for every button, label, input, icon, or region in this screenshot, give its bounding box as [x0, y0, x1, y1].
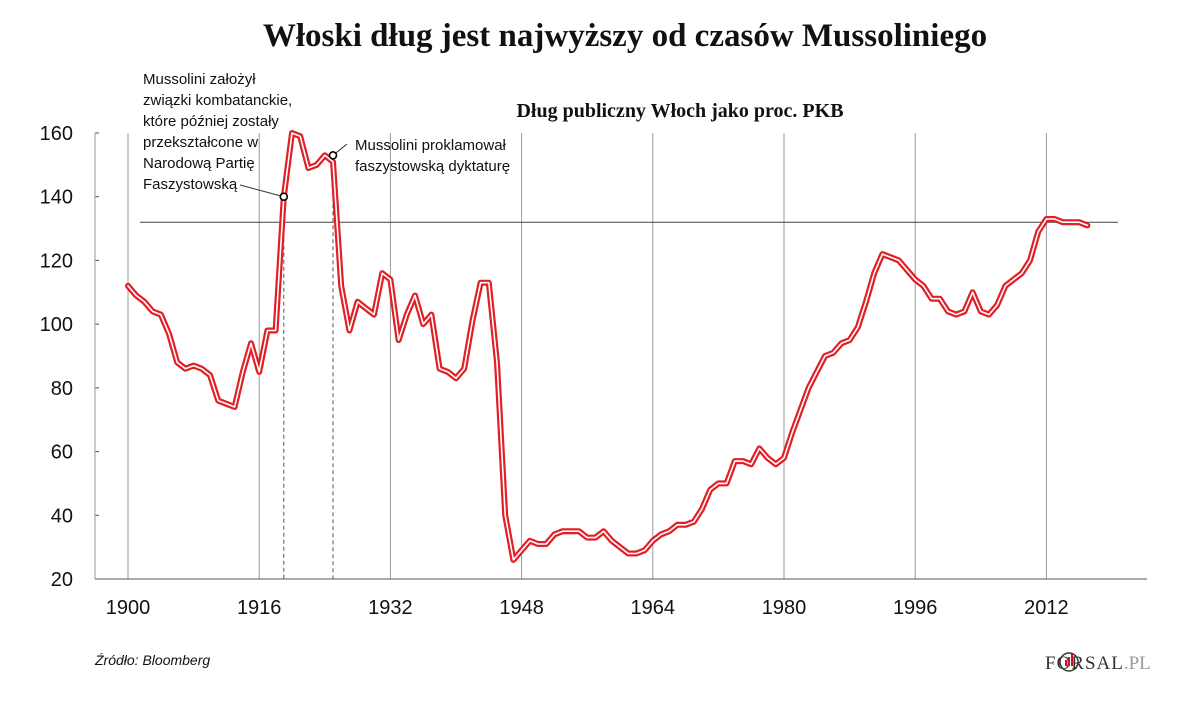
annotation-marker: [279, 192, 289, 202]
x-tick-label: 1964: [631, 597, 676, 619]
source-note: Źródło: Bloomberg: [94, 652, 210, 668]
x-tick-label: 1916: [237, 597, 282, 619]
chart-subtitle: Dług publiczny Włoch jako proc. PKB: [516, 100, 843, 122]
series-group: [125, 130, 1091, 563]
y-tick-label: 20: [51, 569, 73, 591]
annotation-text-line: przekształcone w: [143, 134, 258, 151]
y-tick-label: 160: [40, 123, 73, 145]
annotation-marker: [328, 151, 338, 160]
logo-main: FORSAL: [1045, 653, 1124, 674]
x-tick-label: 1900: [106, 597, 151, 619]
annotation-text-line: związki kombatanckie,: [143, 92, 292, 109]
annotation-text-line: które później zostały: [143, 113, 279, 130]
annotation-text-line: Narodową Partię: [143, 155, 255, 172]
logo-text: FORSAL.PL: [1045, 653, 1151, 674]
axes: 1900 1916 1932 1948 1964 1980 1996 2012 20 40 60 80…: [40, 123, 1147, 619]
annotation-leader-line: [239, 184, 284, 198]
annotation-texts: Mussolini założył związki kombatanckie, kt…: [143, 71, 510, 193]
x-tick-label: 1980: [762, 597, 807, 619]
y-tick-label: 140: [40, 187, 73, 209]
annotation-text-line: Faszystowską: [143, 176, 238, 193]
annotation-text-line: Mussolini założył: [143, 71, 256, 88]
logo-bar-icon: [1065, 660, 1067, 666]
x-tick-label: 1996: [893, 597, 938, 619]
annotation-leaders: [239, 143, 348, 579]
x-tick-label: 1948: [499, 597, 544, 619]
y-tick-label: 80: [51, 378, 73, 400]
forsal-logo: FORSAL.PL: [1045, 652, 1151, 674]
grid: [127, 133, 1047, 579]
y-tick-label: 60: [51, 442, 73, 464]
y-tick-label: 40: [51, 505, 73, 527]
y-tick-label: 120: [40, 250, 73, 272]
series-line-inner: [127, 132, 1089, 561]
chart-title: Włoski dług jest najwyższy od czasów Mus…: [263, 18, 987, 54]
annotation-markers: [279, 151, 338, 202]
x-tick-label: 2012: [1024, 597, 1069, 619]
logo-bar-icon: [1071, 654, 1073, 666]
annotation-text-line: Mussolini proklamował: [355, 137, 507, 154]
x-tick-label: 1932: [368, 597, 413, 619]
logo-o-icon: [1059, 652, 1079, 672]
y-tick-label: 100: [40, 314, 73, 336]
series-line-outer: [125, 130, 1091, 563]
logo-bar-icon: [1068, 657, 1070, 666]
annotation-text-line: faszystowską dyktaturę: [355, 158, 510, 175]
logo-suffix: .PL: [1124, 653, 1151, 674]
